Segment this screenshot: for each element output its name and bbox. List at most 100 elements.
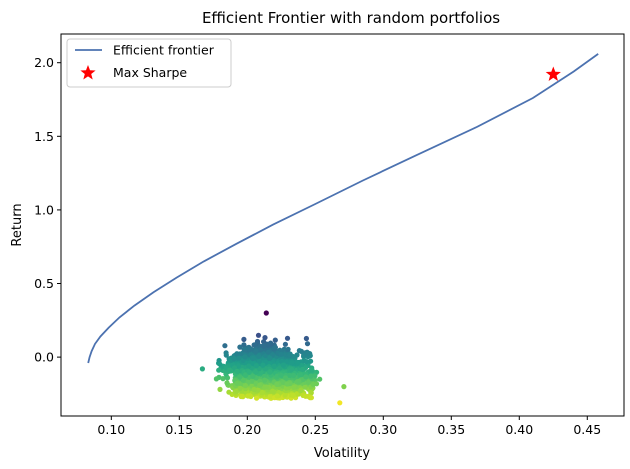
portfolio-point <box>298 388 304 394</box>
portfolio-point <box>304 341 311 347</box>
portfolio-point <box>260 362 266 368</box>
legend-frontier-label: Efficient frontier <box>113 43 215 58</box>
portfolio-point <box>217 361 223 367</box>
portfolio-point <box>241 342 247 348</box>
portfolio-point <box>262 335 268 341</box>
portfolio-point <box>242 383 249 389</box>
portfolio-point <box>271 346 277 352</box>
legend-max-sharpe-swatch <box>80 65 96 80</box>
portfolio-point <box>267 369 273 375</box>
portfolio-point <box>317 376 323 382</box>
portfolio-point <box>223 352 229 358</box>
portfolio-point <box>246 369 252 375</box>
portfolio-point <box>298 348 304 354</box>
chart-title: Efficient Frontier with random portfolio… <box>202 9 500 27</box>
portfolio-point <box>284 381 290 387</box>
legend: Efficient frontier Max Sharpe <box>66 38 232 88</box>
portfolio-point <box>269 388 276 394</box>
portfolio-point <box>242 347 248 353</box>
portfolio-point <box>280 362 286 368</box>
portfolio-point <box>308 358 314 364</box>
portfolio-point <box>278 372 284 378</box>
portfolio-point <box>234 351 240 357</box>
x-tick-label: 0.25 <box>301 422 329 437</box>
portfolio-point <box>296 378 302 385</box>
portfolio-point <box>290 392 296 398</box>
portfolio-point <box>242 372 249 378</box>
portfolio-point <box>238 393 244 400</box>
efficient-frontier-line <box>87 53 599 364</box>
legend-box <box>66 38 232 88</box>
portfolio-point <box>310 381 316 387</box>
portfolio-point <box>304 351 310 357</box>
x-tick-label: 0.20 <box>233 422 261 437</box>
x-axis-ticks: 0.10 0.15 0.20 0.25 0.30 0.35 0.40 0.45 <box>97 416 601 437</box>
x-tick-label: 0.35 <box>437 422 465 437</box>
portfolio-point <box>291 372 297 378</box>
portfolio-point <box>224 380 230 386</box>
portfolio-point <box>235 363 242 369</box>
portfolio-point <box>303 393 309 399</box>
portfolio-point <box>217 386 223 392</box>
max-sharpe-marker <box>545 66 561 81</box>
portfolio-point <box>295 360 301 366</box>
portfolio-point <box>245 393 251 399</box>
plot-frame <box>60 33 625 417</box>
portfolio-point <box>246 363 252 369</box>
portfolio-point <box>261 373 267 379</box>
y-tick-label: 0.5 <box>34 276 54 291</box>
portfolio-point <box>242 354 248 360</box>
portfolio-point <box>247 347 253 353</box>
portfolio-point <box>303 374 309 380</box>
y-tick-label: 0.0 <box>34 350 54 365</box>
portfolio-point <box>282 375 289 381</box>
portfolio-point <box>255 353 262 360</box>
portfolio-point <box>262 377 268 383</box>
portfolio-point <box>255 332 262 338</box>
portfolio-point <box>267 355 273 361</box>
portfolio-point <box>253 348 259 354</box>
portfolio-point <box>234 368 240 374</box>
portfolio-point <box>250 373 256 379</box>
portfolio-point <box>213 376 219 382</box>
portfolio-point <box>297 372 303 378</box>
portfolio-point <box>263 310 269 316</box>
portfolio-point <box>261 343 267 349</box>
portfolio-point <box>272 337 278 343</box>
portfolio-point <box>236 355 242 361</box>
portfolio-point <box>289 367 295 373</box>
portfolio-point <box>278 351 284 357</box>
portfolio-point <box>231 356 237 362</box>
portfolio-point <box>309 367 315 373</box>
y-tick-label: 1.0 <box>34 202 54 217</box>
portfolio-point <box>282 391 288 398</box>
portfolio-point <box>250 355 256 361</box>
portfolio-point <box>302 384 308 390</box>
random-portfolios-scatter <box>199 310 347 406</box>
portfolio-point <box>257 382 263 388</box>
portfolio-point <box>256 358 262 364</box>
portfolio-point <box>265 342 271 348</box>
portfolio-point <box>287 352 293 358</box>
portfolio-point <box>253 363 259 369</box>
portfolio-point <box>299 366 306 372</box>
portfolio-point <box>283 385 289 391</box>
portfolio-point <box>261 339 267 345</box>
portfolio-point <box>306 379 312 385</box>
x-tick-label: 0.45 <box>573 422 601 437</box>
portfolio-point <box>199 366 205 372</box>
portfolio-point <box>304 359 310 365</box>
portfolio-point <box>337 400 343 406</box>
portfolio-point <box>226 389 232 395</box>
portfolio-point <box>289 360 295 366</box>
portfolio-point <box>237 344 243 350</box>
portfolio-point <box>282 341 288 347</box>
x-tick-label: 0.10 <box>97 422 125 437</box>
portfolio-point <box>267 393 273 400</box>
portfolio-point <box>259 390 265 396</box>
portfolio-point <box>257 347 263 353</box>
portfolio-point <box>222 343 228 349</box>
y-tick-label: 1.5 <box>34 129 54 144</box>
portfolio-point <box>254 395 260 401</box>
portfolio-point <box>341 384 347 390</box>
